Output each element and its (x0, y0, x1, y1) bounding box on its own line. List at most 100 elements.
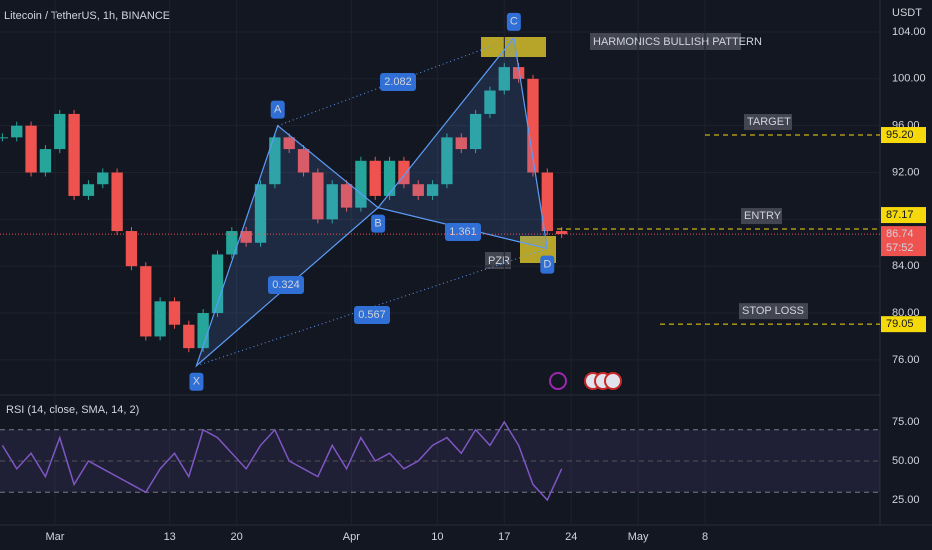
candle (326, 184, 338, 220)
point-label-box (189, 372, 204, 391)
ratio-label: 2.082 (384, 76, 412, 88)
x-tick-label: May (628, 531, 649, 543)
candle (297, 149, 310, 173)
y-tick-label: 80.00 (892, 307, 920, 319)
ratio-label: 1.361 (449, 226, 477, 238)
candle (39, 149, 52, 173)
candle (512, 67, 525, 79)
level-tag (881, 316, 926, 333)
candle (498, 67, 510, 91)
candle (25, 125, 37, 173)
candle (183, 324, 195, 349)
point-label-box (270, 100, 285, 119)
candle (355, 160, 367, 208)
candle (412, 184, 424, 196)
x-tick-label: 24 (565, 531, 577, 543)
y-tick-label: 76.00 (892, 354, 920, 366)
candle (469, 113, 482, 150)
ratio-box (445, 223, 481, 241)
candle (340, 184, 353, 208)
y-tick-label: 100.00 (892, 73, 926, 85)
level-tag (881, 127, 926, 144)
x-tick-label: 20 (230, 531, 242, 543)
point-label: X (193, 376, 201, 388)
point-label-box (371, 214, 386, 233)
level-name-box (744, 114, 792, 131)
ratio-box (354, 306, 390, 324)
level-name: ENTRY (744, 210, 782, 222)
rsi-line (1, 420, 563, 502)
zone-label: PZR (488, 255, 510, 267)
candle (111, 172, 123, 232)
candle (426, 184, 439, 196)
point-label: C (510, 16, 518, 28)
x-tick-label: Apr (343, 531, 360, 543)
last-price-label: 86.74 (886, 228, 914, 240)
level-label: 87.17 (886, 209, 914, 221)
candle (168, 301, 181, 325)
y-tick-label: 104.00 (892, 26, 926, 38)
candle (555, 231, 568, 235)
level-name: TARGET (747, 116, 791, 128)
level-name-box (741, 208, 782, 225)
candle (527, 78, 539, 173)
candle (541, 172, 553, 232)
event-icon[interactable] (549, 372, 567, 390)
candle (484, 90, 496, 114)
candle (11, 125, 23, 138)
candle (240, 231, 252, 243)
point-label-box (506, 12, 521, 31)
candle (154, 301, 166, 337)
candle (283, 137, 295, 150)
level-tag (881, 207, 926, 224)
candle (54, 113, 66, 150)
currency: USDT (892, 7, 922, 19)
x-tick-label: 10 (431, 531, 443, 543)
x-tick-label: 8 (702, 531, 708, 543)
x-tick-label: 13 (164, 531, 176, 543)
pattern-title: HARMONICS BULLISH PATTERN (593, 36, 762, 48)
level-label: 95.20 (886, 129, 914, 141)
candle (441, 137, 453, 185)
x-tick-label: 17 (498, 531, 510, 543)
rsi-tick-label: 50.00 (892, 455, 920, 467)
candle (455, 137, 467, 150)
point-label: A (274, 104, 282, 116)
ratio-box (268, 276, 304, 294)
candle (312, 172, 324, 220)
candle (398, 160, 410, 185)
point-label-box (540, 255, 555, 274)
y-tick-label: 84.00 (892, 260, 920, 272)
countdown: 57:52 (886, 242, 914, 254)
ratio-label: 0.324 (272, 279, 300, 291)
candle (82, 184, 95, 196)
point-label: B (374, 218, 381, 230)
candle (383, 160, 396, 196)
y-tick-label: 92.00 (892, 166, 920, 178)
candle (269, 137, 281, 185)
ratio-box (380, 73, 416, 91)
level-label: 79.05 (886, 318, 914, 330)
last-price-tag (881, 226, 926, 257)
candle (97, 172, 109, 185)
event-icon[interactable] (604, 372, 622, 390)
candle (211, 254, 224, 314)
rsi-label: RSI (14, close, SMA, 14, 2) (6, 404, 139, 416)
pattern-title-box (590, 33, 741, 50)
candle (0, 137, 9, 139)
candle (369, 160, 381, 196)
rsi-tick-label: 75.00 (892, 416, 920, 428)
candle (68, 113, 80, 196)
candle (226, 231, 238, 255)
c-zone (481, 37, 546, 57)
level-name-box (739, 303, 808, 320)
candle (125, 231, 138, 267)
chart-title: Litecoin / TetherUS, 1h, BINANCE (4, 10, 170, 22)
rsi-tick-label: 25.00 (892, 494, 920, 506)
candle (197, 313, 209, 349)
point-label: D (543, 259, 551, 271)
x-tick-label: Mar (45, 531, 64, 543)
candle (140, 266, 152, 337)
